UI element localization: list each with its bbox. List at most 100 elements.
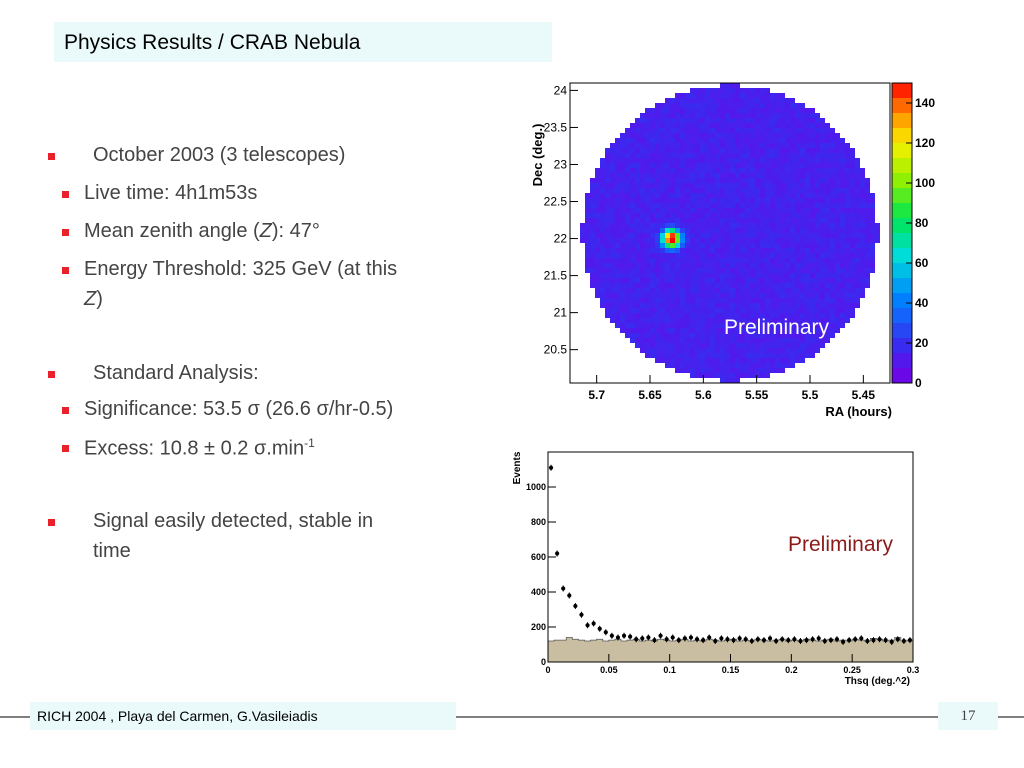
skymap-cell — [690, 203, 695, 208]
skymap-cell — [850, 303, 855, 308]
skymap-cell — [635, 188, 640, 193]
on-points — [548, 464, 913, 645]
skymap-cell — [580, 223, 585, 228]
skymap-cell — [715, 138, 720, 143]
skymap-cell — [735, 103, 740, 108]
skymap-cell — [655, 303, 660, 308]
skymap-cell — [610, 163, 615, 168]
skymap-cell — [600, 298, 605, 303]
skymap-cell — [730, 348, 735, 353]
skymap-cell — [750, 308, 755, 313]
skymap-cell — [865, 263, 870, 268]
skymap-cell — [740, 208, 745, 213]
skymap-cell — [820, 188, 825, 193]
skymap-cell — [685, 193, 690, 198]
skymap-cell — [790, 193, 795, 198]
skymap-cell — [860, 188, 865, 193]
skymap-cell — [825, 323, 830, 328]
skymap-cell — [835, 253, 840, 258]
skymap-cell — [735, 338, 740, 343]
skymap-cell — [745, 313, 750, 318]
skymap-cell — [600, 168, 605, 173]
skymap-cell — [760, 353, 765, 358]
skymap-cell — [655, 128, 660, 133]
skymap-cell — [820, 283, 825, 288]
skymap-cell — [675, 233, 680, 238]
skymap-cell — [735, 273, 740, 278]
skymap-cell — [650, 158, 655, 163]
skymap-cell — [715, 198, 720, 203]
skymap-cell — [695, 118, 700, 123]
skymap-cell — [780, 313, 785, 318]
skymap-cell — [655, 218, 660, 223]
skymap-cell — [770, 233, 775, 238]
skymap-cell — [690, 163, 695, 168]
skymap-cell — [750, 213, 755, 218]
skymap-cell — [850, 158, 855, 163]
skymap-cell — [755, 293, 760, 298]
skymap-cell — [840, 153, 845, 158]
skymap-cell — [720, 193, 725, 198]
skymap-cell — [785, 363, 790, 368]
skymap-cell — [815, 218, 820, 223]
skymap-cell — [735, 313, 740, 318]
skymap-cell — [705, 288, 710, 293]
skymap-cell — [740, 353, 745, 358]
skymap-cell — [660, 268, 665, 273]
skymap-cell — [655, 283, 660, 288]
skymap-cell — [790, 298, 795, 303]
skymap-cell — [705, 193, 710, 198]
page-number-box: 17 — [938, 702, 998, 730]
skymap-cell — [860, 253, 865, 258]
skymap-cell — [630, 273, 635, 278]
skymap-cell — [790, 198, 795, 203]
skymap-cell — [700, 128, 705, 133]
skymap-cell — [615, 313, 620, 318]
skymap-cell — [645, 148, 650, 153]
skymap-cell — [770, 188, 775, 193]
skymap-cell — [625, 148, 630, 153]
skymap-cell — [600, 263, 605, 268]
skymap-cell — [665, 168, 670, 173]
skymap-cell — [715, 253, 720, 258]
skymap-cell — [695, 223, 700, 228]
skymap-cell — [615, 253, 620, 258]
skymap-cell — [865, 178, 870, 183]
skymap-cell — [705, 268, 710, 273]
skymap-cell — [620, 138, 625, 143]
skymap-cell — [770, 118, 775, 123]
skymap-cell — [675, 313, 680, 318]
skymap-cell — [810, 178, 815, 183]
skymap-cell — [600, 288, 605, 293]
skymap-cell — [690, 208, 695, 213]
skymap-cell — [730, 363, 735, 368]
skymap-cell — [855, 168, 860, 173]
skymap-cell — [695, 108, 700, 113]
skymap-cell — [775, 143, 780, 148]
skymap-cell — [755, 143, 760, 148]
skymap-cell — [655, 153, 660, 158]
colorbar-segment — [892, 323, 912, 339]
skymap-cell — [800, 323, 805, 328]
skymap-cell — [660, 353, 665, 358]
skymap-cell — [850, 208, 855, 213]
skymap-cell — [730, 288, 735, 293]
skymap-cell — [725, 148, 730, 153]
skymap-cell — [775, 248, 780, 253]
skymap-cell — [760, 228, 765, 233]
skymap-cell — [705, 348, 710, 353]
skymap-cell — [685, 143, 690, 148]
skymap-cell — [700, 163, 705, 168]
skymap-cell — [690, 293, 695, 298]
skymap-cell — [620, 253, 625, 258]
skymap-cell — [640, 143, 645, 148]
skymap-cell — [700, 373, 705, 378]
skymap-cell — [585, 248, 590, 253]
skymap-cell — [675, 343, 680, 348]
skymap-cell — [655, 298, 660, 303]
skymap-cell — [675, 173, 680, 178]
skymap-cell — [660, 258, 665, 263]
skymap-cell — [740, 103, 745, 108]
skymap-cell — [760, 98, 765, 103]
skymap-cell — [640, 263, 645, 268]
